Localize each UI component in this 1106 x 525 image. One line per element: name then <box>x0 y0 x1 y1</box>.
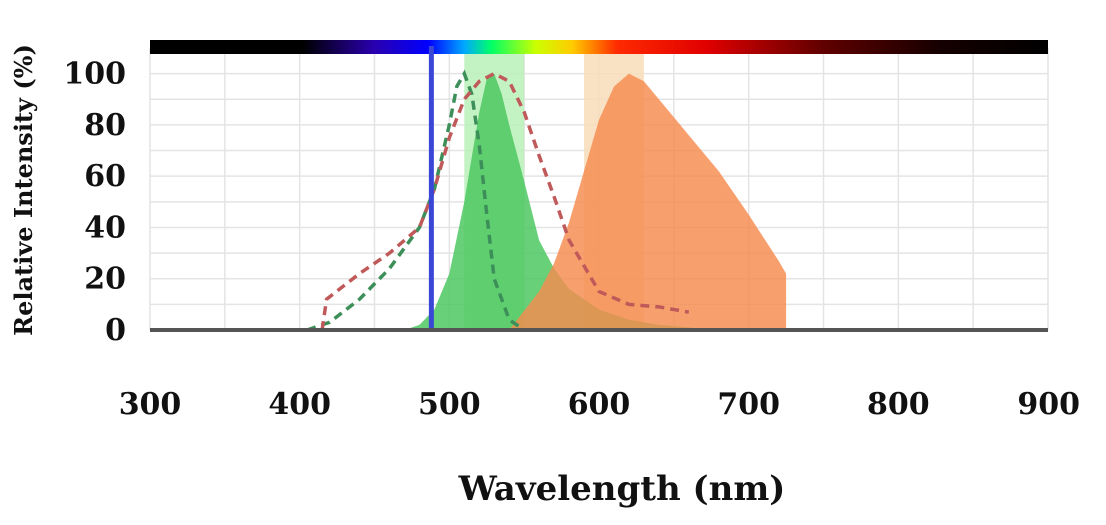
emission-area <box>509 73 787 330</box>
x-tick-label: 800 <box>867 387 930 422</box>
y-tick-label: 0 <box>105 313 126 348</box>
x-tick-label: 600 <box>568 387 631 422</box>
y-axis-ticks: 0 20 40 60 80 100 <box>63 57 126 348</box>
excitation-curve <box>306 69 526 332</box>
x-tick-label: 700 <box>717 387 780 422</box>
y-tick-label: 40 <box>84 210 126 245</box>
x-tick-label: 300 <box>119 387 182 422</box>
y-tick-label: 80 <box>84 108 126 143</box>
y-tick-label: 20 <box>84 262 126 297</box>
x-axis-ticks: 300 400 500 600 700 800 900 <box>119 387 1080 422</box>
emission-areas <box>389 73 787 330</box>
x-axis-title: Wavelength (nm) <box>458 469 786 509</box>
y-tick-label: 60 <box>84 159 126 194</box>
visible-spectrum-bar <box>150 40 1048 54</box>
y-axis-title: Relative Intensity (%) <box>9 44 38 336</box>
excitation-curves <box>306 69 690 332</box>
x-tick-label: 900 <box>1017 387 1080 422</box>
emission-area <box>389 73 734 330</box>
excitation-curve <box>320 71 690 331</box>
x-tick-label: 500 <box>418 387 481 422</box>
x-tick-label: 400 <box>268 387 331 422</box>
y-tick-label: 100 <box>63 57 126 92</box>
